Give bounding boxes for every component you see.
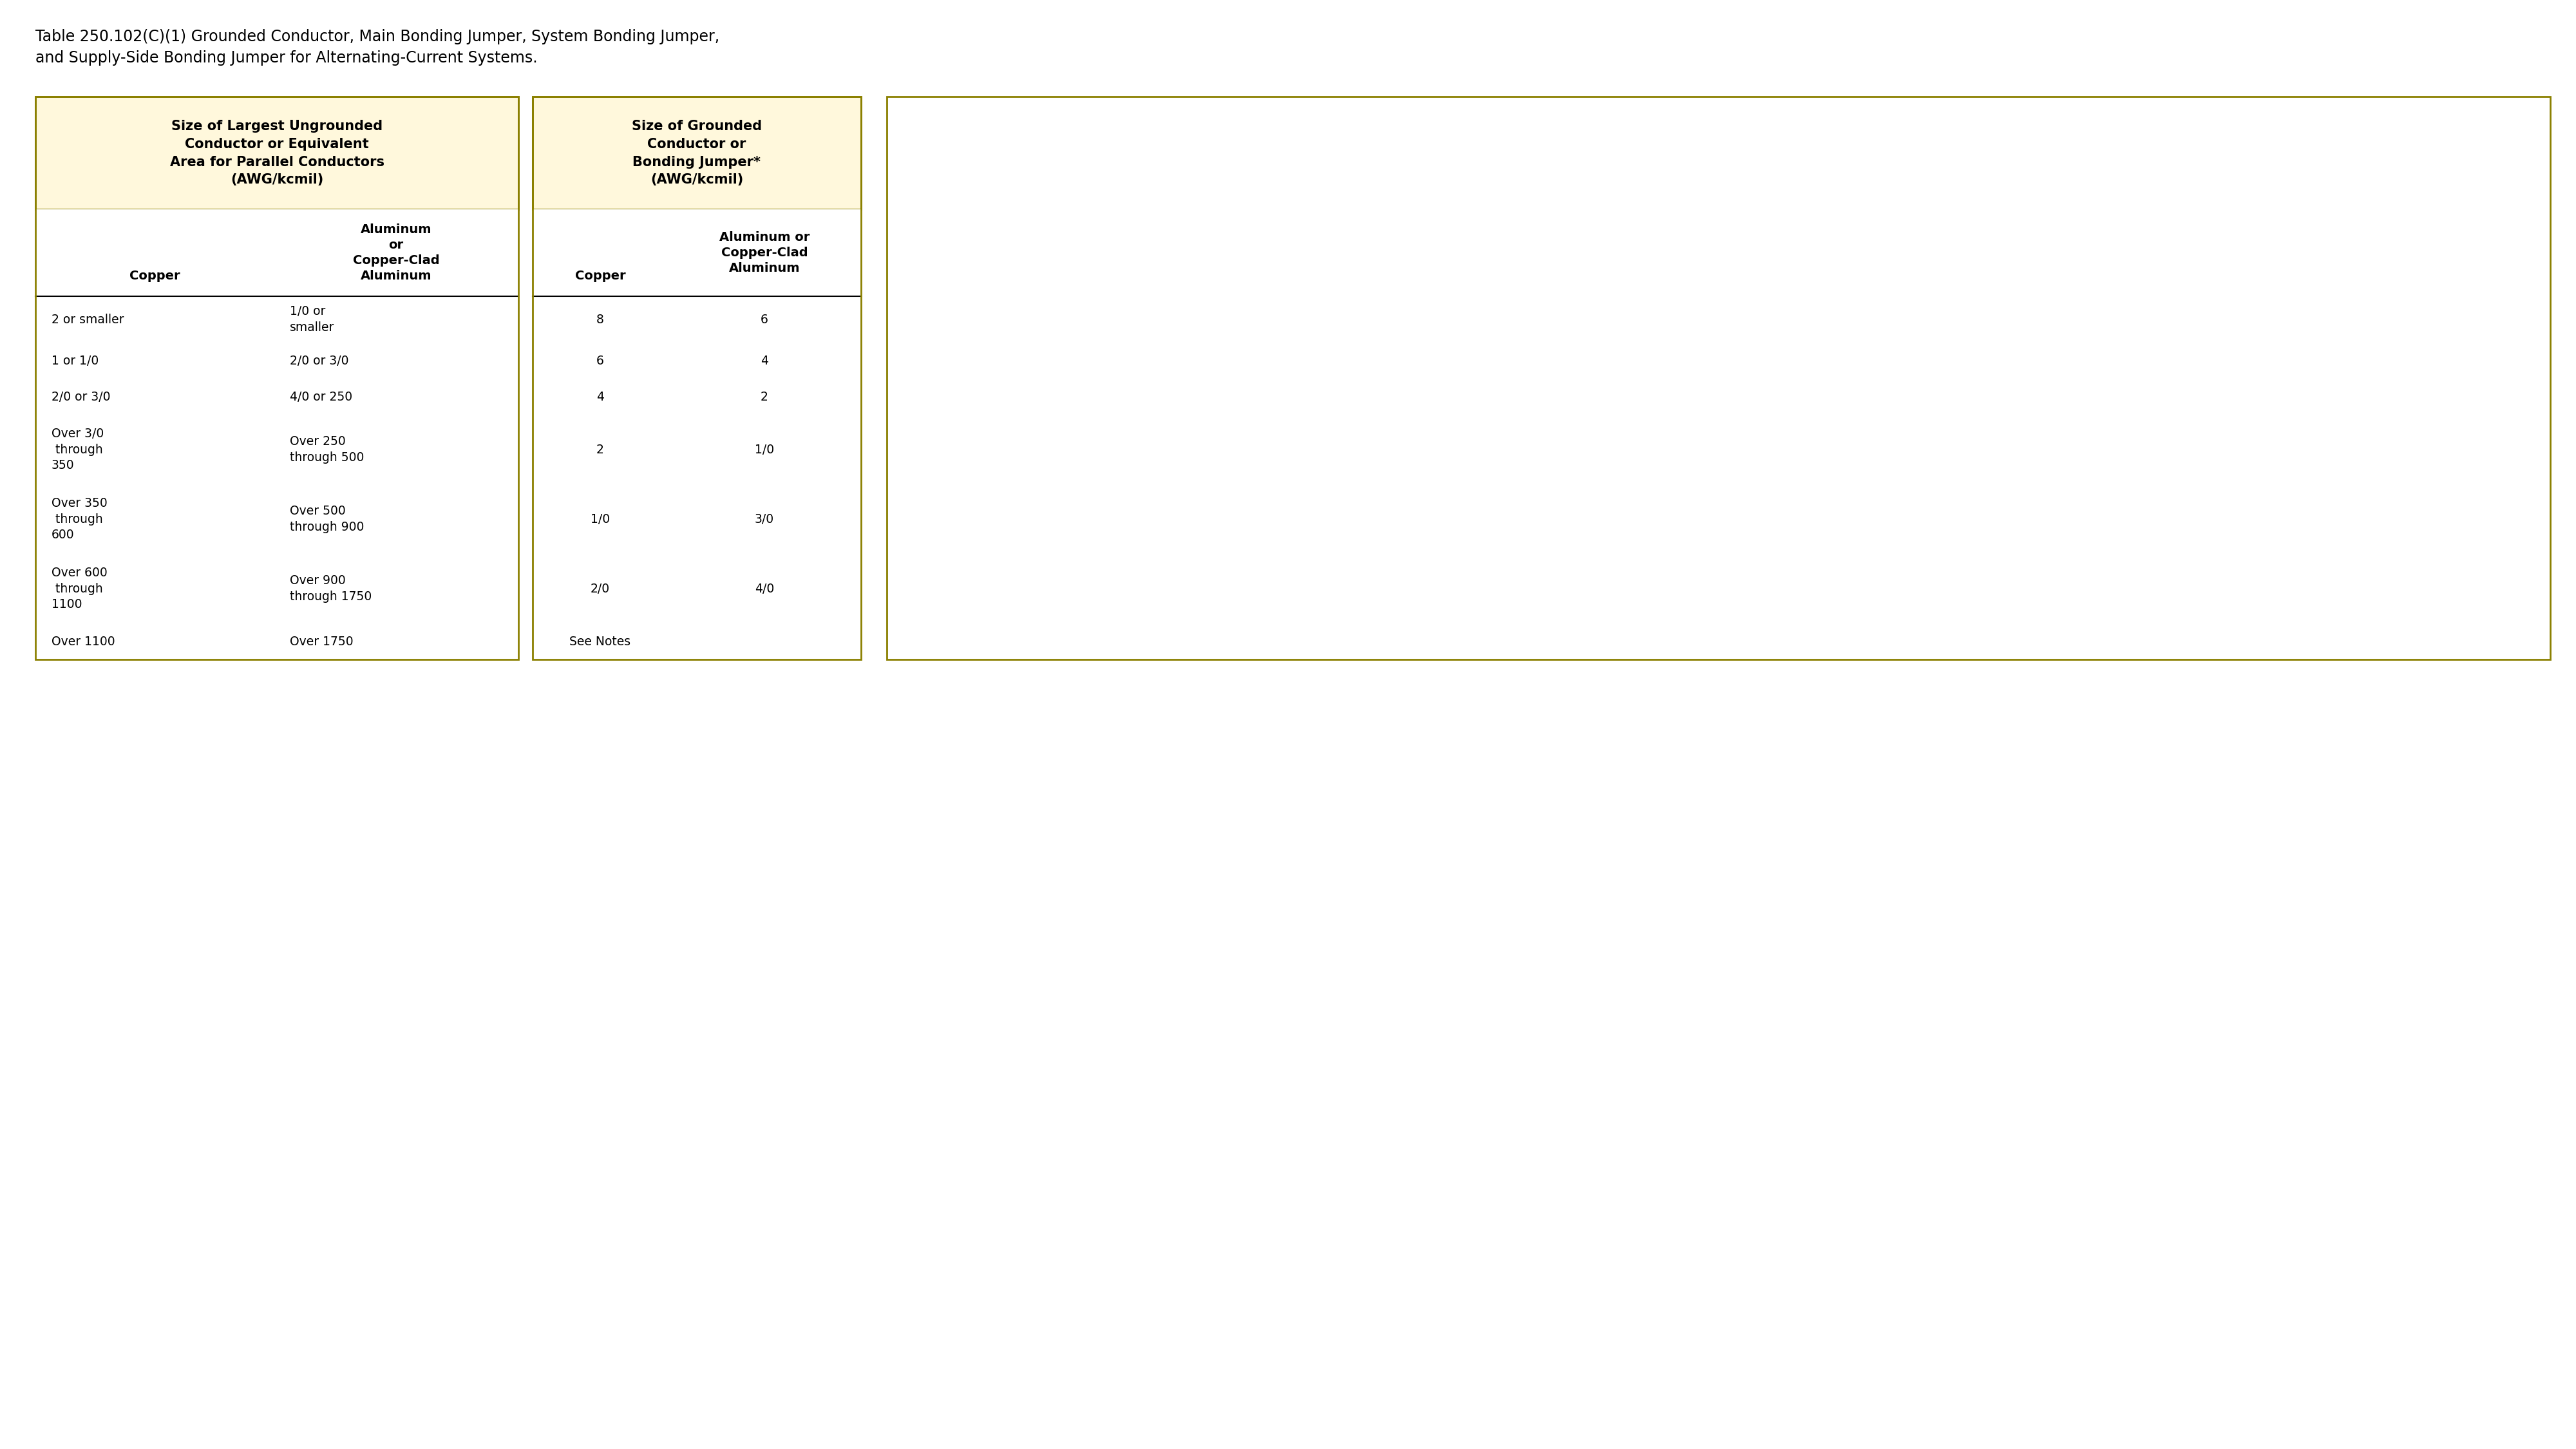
Text: Size of Grounded
Conductor or
Bonding Jumper*
(AWG/kcmil): Size of Grounded Conductor or Bonding Ju… xyxy=(631,119,762,187)
Text: 8: 8 xyxy=(598,313,603,326)
Text: Aluminum or
Copper-Clad
Aluminum: Aluminum or Copper-Clad Aluminum xyxy=(719,230,809,274)
Text: Notes:: Notes: xyxy=(938,109,974,120)
Text: 2/0 or 3/0: 2/0 or 3/0 xyxy=(289,355,348,367)
Text: refers to main
bonding jumpers, system bonding jumpers, and supply-side bonding
: refers to main bonding jumpers, system b… xyxy=(1255,617,1643,661)
Text: Over 350
 through
600: Over 350 through 600 xyxy=(52,497,108,540)
Text: 4/0 or 250: 4/0 or 250 xyxy=(289,391,353,403)
Text: See Notes: See Notes xyxy=(569,635,631,648)
Text: 2 or smaller: 2 or smaller xyxy=(52,313,124,326)
Text: Over 1750: Over 1750 xyxy=(289,635,353,648)
Text: 1. If the ungrounded supply conductors are larger than 1100 kcmil
copper or 1750: 1. If the ungrounded supply conductors a… xyxy=(938,128,1376,484)
Text: 2: 2 xyxy=(760,391,768,403)
Text: Over 3/0
 through
350: Over 3/0 through 350 xyxy=(52,427,103,471)
Text: 4: 4 xyxy=(598,391,605,403)
Text: 1/0 or
smaller: 1/0 or smaller xyxy=(289,306,335,333)
Text: Over 250
through 500: Over 250 through 500 xyxy=(289,436,363,464)
Text: Size of Largest Ungrounded
Conductor or Equivalent
Area for Parallel Conductors
: Size of Largest Ungrounded Conductor or … xyxy=(170,119,384,187)
Text: 1 or 1/0: 1 or 1/0 xyxy=(52,355,98,367)
Text: 2: 2 xyxy=(598,443,603,455)
Text: 6: 6 xyxy=(760,313,768,326)
Text: Over 500
through 900: Over 500 through 900 xyxy=(289,506,363,533)
Text: 3/0: 3/0 xyxy=(755,513,775,525)
Text: 1/0: 1/0 xyxy=(590,513,611,525)
Text: bonding jumper: bonding jumper xyxy=(1167,617,1255,629)
Text: 2/0: 2/0 xyxy=(590,582,611,594)
Text: Table 250.102(C)(1) Grounded Conductor, Main Bonding Jumper, System Bonding Jump: Table 250.102(C)(1) Grounded Conductor, … xyxy=(36,29,719,67)
Text: 4: 4 xyxy=(760,355,768,367)
Text: Aluminum
or
Copper-Clad
Aluminum: Aluminum or Copper-Clad Aluminum xyxy=(353,223,440,283)
Text: 1/0: 1/0 xyxy=(755,443,775,455)
Text: 2/0 or 3/0: 2/0 or 3/0 xyxy=(52,391,111,403)
Text: Copper: Copper xyxy=(574,270,626,283)
Text: 6: 6 xyxy=(598,355,603,367)
Text: Copper: Copper xyxy=(129,270,180,283)
Text: Over 1100: Over 1100 xyxy=(52,635,116,648)
Text: Over 600
 through
1100: Over 600 through 1100 xyxy=(52,567,108,610)
Text: 4/0: 4/0 xyxy=(755,582,775,594)
Text: *For the purposes of this table, the term: *For the purposes of this table, the ter… xyxy=(938,617,1167,629)
Text: *For the purposes of this table, the term: *For the purposes of this table, the ter… xyxy=(938,617,1167,629)
Text: Over 900
through 1750: Over 900 through 1750 xyxy=(289,575,371,603)
